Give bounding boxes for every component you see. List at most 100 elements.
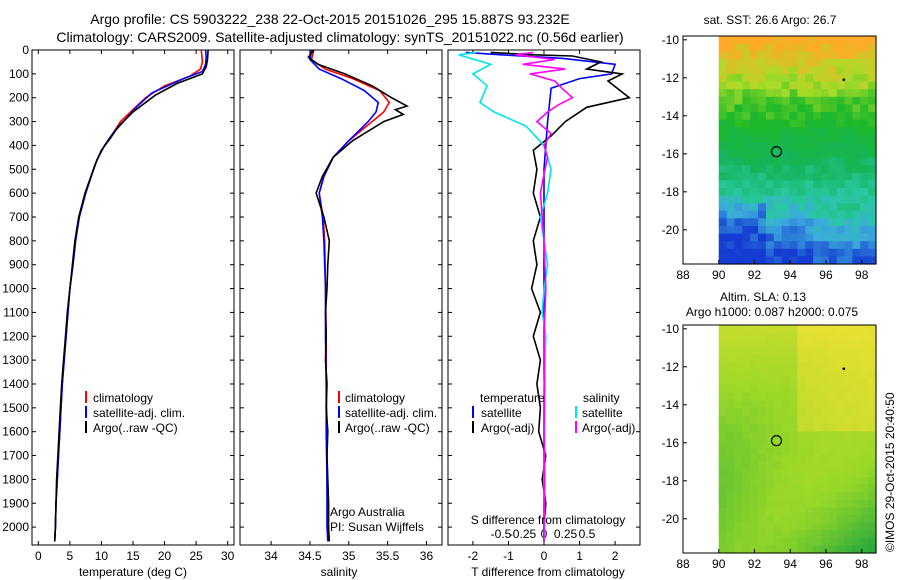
map-cell: [828, 477, 838, 486]
map-cell: [836, 537, 846, 546]
top-x-tick-label: -0.25: [509, 527, 537, 541]
map-cell: [789, 241, 798, 250]
map-cell: [765, 325, 775, 334]
map-cell: [734, 89, 743, 98]
map-cell: [797, 477, 806, 486]
map-cell: [860, 423, 869, 432]
map-cell: [813, 112, 822, 121]
map-cell: [860, 89, 869, 98]
map-cell: [758, 74, 767, 83]
figure-title-line1: Argo profile: CS 5903222_238 22-Oct-2015…: [90, 11, 570, 27]
sal-legend-satellite-adj-label: satellite-adj. clim.: [345, 406, 437, 420]
map-cell: [860, 203, 869, 212]
map-cell: [813, 439, 822, 448]
map-cell: [781, 446, 791, 455]
map-cell: [781, 58, 791, 67]
map-cell: [844, 370, 854, 379]
map-cell: [773, 492, 783, 501]
map-cell: [844, 385, 854, 394]
map-cell: [765, 203, 775, 212]
map-cell: [836, 477, 846, 486]
map-cell: [742, 58, 751, 67]
map-cell: [868, 241, 877, 250]
map-cell: [789, 218, 798, 227]
map-cell: [750, 226, 759, 235]
map-cell: [773, 408, 783, 417]
map-cell: [805, 233, 814, 242]
map-cell: [860, 332, 869, 341]
map-cell: [805, 461, 814, 470]
map-cell: [758, 355, 767, 364]
map-cell: [805, 515, 814, 524]
map-cell: [734, 537, 743, 546]
map-cell: [805, 469, 814, 478]
map-cell: [820, 477, 830, 486]
map-cell: [726, 416, 736, 425]
map-cell: [750, 195, 759, 204]
map-cell: [750, 150, 759, 159]
map-cell: [868, 515, 877, 524]
salinity-legend: climatology satellite-adj. clim. Argo(..…: [338, 391, 437, 435]
map-cell: [773, 530, 783, 539]
map-cell: [820, 370, 830, 379]
map-cell: [828, 325, 838, 334]
map-cell: [773, 484, 783, 493]
sal-legend-argo-label: Argo(..raw -QC): [345, 421, 430, 435]
map-cell: [742, 507, 751, 516]
map-cell: [781, 370, 791, 379]
map-cell: [750, 439, 759, 448]
map-cell: [789, 484, 798, 493]
map-cell: [726, 256, 736, 265]
map-cell: [836, 165, 846, 174]
salinity-axes: 34 34.5 35 35.5 36: [240, 49, 442, 563]
map-cell: [781, 340, 791, 349]
map-cell: [773, 461, 783, 470]
map-cell: [828, 378, 838, 387]
map-cell: [789, 157, 798, 166]
map-cell: [758, 134, 767, 143]
map-cell: [836, 210, 846, 219]
map-cell: [805, 492, 814, 501]
map-cell: [860, 477, 869, 486]
map-cell: [813, 256, 822, 265]
map-cell: [781, 241, 791, 250]
map-cell: [868, 66, 877, 75]
map-cell: [742, 226, 751, 235]
map-cell: [860, 256, 869, 265]
sla-map-subtitle: Argo h1000: 0.087 h2000: 0.075: [686, 305, 858, 319]
map-cell: [734, 355, 743, 364]
map-cell: [868, 134, 877, 143]
y-tick-label: 1700: [2, 449, 29, 463]
map-cell: [726, 188, 736, 197]
map-cell: [781, 51, 791, 60]
map-cell: [860, 363, 869, 372]
map-cell: [734, 378, 743, 387]
map-cell: [789, 188, 798, 197]
map-cell: [718, 119, 728, 128]
map-cell: [797, 522, 806, 531]
map-cell: [828, 58, 838, 67]
map-cell: [836, 522, 846, 531]
map-cell: [797, 423, 806, 432]
map-cell: [860, 142, 869, 151]
map-cell: [852, 66, 861, 75]
map-cell: [758, 522, 767, 531]
map-cell: [828, 195, 838, 204]
map-cell: [868, 119, 877, 128]
map-cell: [828, 355, 838, 364]
map-cell: [750, 507, 759, 516]
map-cell: [813, 248, 822, 257]
map-cell: [805, 545, 814, 554]
map-cell: [805, 134, 814, 143]
map-cell: [789, 423, 798, 432]
map-cell: [765, 210, 775, 219]
y-tick-label: 1300: [2, 353, 29, 367]
map-cell: [860, 469, 869, 478]
map-cell: [789, 43, 798, 52]
map-cell: [726, 378, 736, 387]
map-cell: [789, 408, 798, 417]
map-cell: [750, 218, 759, 227]
map-cell: [718, 188, 728, 197]
map-cell: [773, 545, 783, 554]
map-cell: [836, 385, 846, 394]
